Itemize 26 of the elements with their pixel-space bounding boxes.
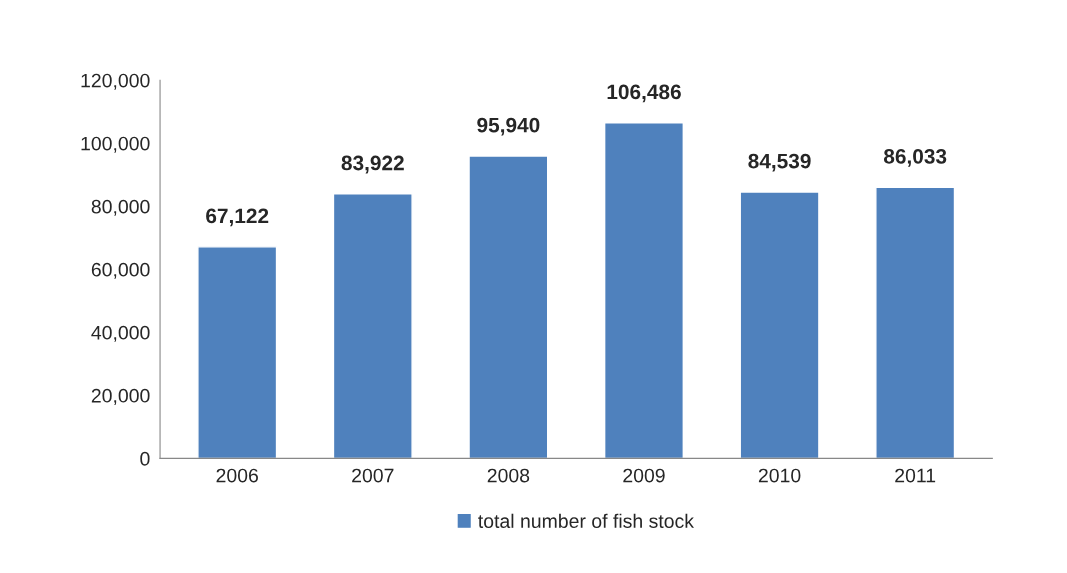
x-tick-label: 2010 [758,468,801,483]
data-label: 106,486 [607,84,681,103]
data-label: 84,539 [748,153,811,172]
bar [332,193,413,459]
x-tick-label: 2009 [623,468,665,483]
legend-label: total number of fish stock [478,513,695,528]
x-tick-label: 2008 [487,468,530,483]
y-tick-label: 40,000 [91,325,150,342]
y-tick-label: 80,000 [91,199,150,216]
y-tick-label: 100,000 [81,136,150,153]
y-tick-label: 0 [140,451,150,466]
data-label: 83,922 [341,155,404,174]
y-tick-label: 20,000 [91,388,150,405]
data-label: 67,122 [206,208,269,227]
x-tick-label: 2007 [352,468,394,483]
x-tick-label: 2006 [216,468,258,483]
bar [197,246,278,459]
y-tick-label: 60,000 [91,262,150,279]
bar [739,191,820,459]
bar [875,186,956,459]
data-label: 86,033 [883,148,947,167]
x-tick-label: 2011 [895,468,936,483]
y-tick-label: 120,000 [81,73,150,90]
data-label: 95,940 [477,117,540,136]
bar [468,155,549,459]
bar [603,122,684,459]
